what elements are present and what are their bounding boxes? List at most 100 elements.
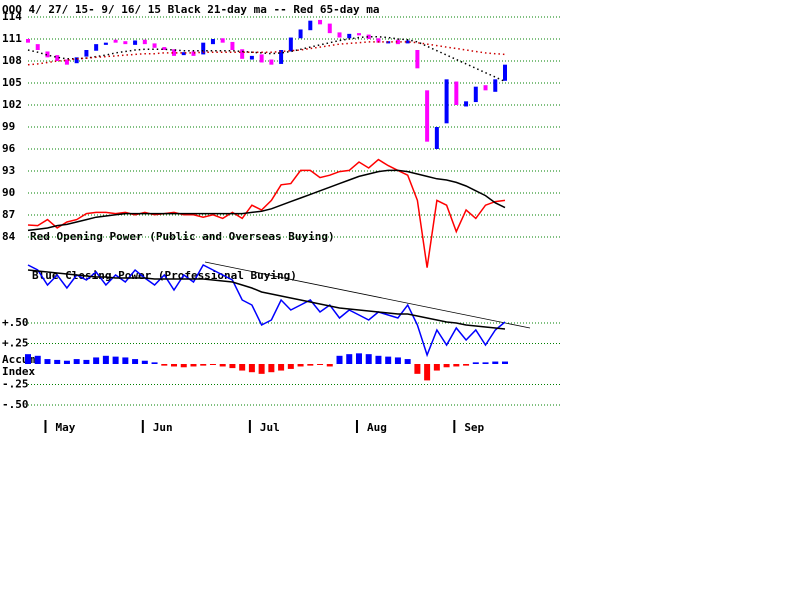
- x-tick-label: Aug: [367, 421, 387, 434]
- candle: [201, 42, 206, 55]
- candle: [347, 33, 352, 39]
- bar: [25, 354, 31, 364]
- candle: [45, 51, 50, 58]
- bar: [161, 364, 168, 366]
- candle: [142, 39, 147, 45]
- candle: [308, 20, 313, 31]
- candle: [172, 49, 177, 56]
- bar: [443, 364, 450, 368]
- x-tick-label: May: [55, 421, 75, 434]
- bar: [112, 356, 119, 364]
- candle: [493, 79, 498, 92]
- bar: [394, 357, 401, 364]
- candle: [483, 85, 488, 91]
- trend-line: [204, 261, 531, 329]
- bar: [463, 364, 470, 366]
- x-tick-label: Sep: [464, 421, 484, 434]
- candle: [415, 50, 420, 69]
- bar: [385, 356, 392, 364]
- bar: [151, 362, 158, 364]
- bar: [248, 364, 255, 373]
- bar: [63, 360, 70, 364]
- bar: [317, 364, 324, 365]
- candle: [288, 37, 293, 52]
- candle: [152, 43, 157, 48]
- candle: [123, 41, 128, 45]
- y-tick-label: 114: [2, 10, 22, 23]
- candle: [84, 50, 89, 57]
- x-tick-label: Jul: [260, 421, 280, 434]
- candle: [318, 19, 323, 25]
- candle: [259, 54, 264, 63]
- y-axis-label: Index: [2, 365, 35, 378]
- y-tick-label: -.25: [2, 378, 29, 391]
- y-tick-label: 102: [2, 98, 22, 111]
- bar: [200, 364, 207, 366]
- series-line: [27, 264, 506, 358]
- bar: [287, 364, 294, 369]
- candle: [356, 33, 361, 36]
- candle: [94, 44, 99, 51]
- bar: [83, 359, 90, 364]
- candle: [473, 86, 478, 103]
- bar: [326, 364, 333, 367]
- bar: [180, 364, 187, 368]
- candle: [240, 49, 245, 59]
- candle: [454, 81, 459, 105]
- candle: [337, 32, 342, 38]
- series-line: [27, 169, 506, 232]
- candle: [269, 59, 274, 65]
- candle: [35, 44, 40, 50]
- series-line: [27, 269, 506, 330]
- bar: [492, 361, 499, 364]
- candle: [191, 51, 196, 56]
- bar: [34, 355, 41, 364]
- bar: [472, 362, 479, 364]
- bar: [433, 364, 440, 371]
- y-tick-label: 84: [2, 230, 16, 243]
- candle: [425, 90, 430, 142]
- series-line: [27, 41, 506, 66]
- bar: [307, 364, 314, 366]
- candle: [220, 38, 225, 43]
- bar: [297, 364, 304, 367]
- candle: [230, 41, 235, 50]
- bar: [453, 364, 460, 367]
- candle: [26, 39, 30, 43]
- bar: [73, 359, 80, 364]
- bar: [404, 359, 411, 364]
- candle: [162, 47, 167, 50]
- y-tick-label: +.50: [2, 316, 29, 329]
- bar: [102, 355, 109, 364]
- bar: [502, 361, 508, 364]
- candle: [133, 40, 138, 45]
- bar: [93, 357, 100, 364]
- y-tick-label: 99: [2, 120, 15, 133]
- bar: [424, 364, 431, 381]
- candle: [249, 55, 254, 60]
- candle: [55, 55, 60, 61]
- bar: [229, 364, 236, 369]
- candle: [405, 40, 410, 44]
- annotation: Red Opening Power (Public and Overseas B…: [30, 230, 335, 243]
- y-tick-label: 93: [2, 164, 15, 177]
- chart-title: QQQ 4/ 27/ 15- 9/ 16/ 15 Black 21-day ma…: [2, 3, 380, 16]
- bar: [54, 359, 61, 364]
- bar: [268, 364, 275, 373]
- candle: [434, 127, 439, 149]
- y-tick-label: 87: [2, 208, 15, 221]
- x-tick-label: Jun: [153, 421, 173, 434]
- candle: [74, 57, 79, 64]
- candle: [503, 64, 507, 81]
- candle: [376, 38, 381, 43]
- candle: [113, 39, 118, 43]
- y-tick-label: 108: [2, 54, 22, 67]
- bar: [141, 360, 148, 364]
- candle: [298, 29, 303, 39]
- bar: [190, 364, 197, 367]
- candle: [366, 34, 371, 39]
- bar: [414, 364, 421, 374]
- bar: [44, 359, 51, 364]
- y-tick-label: -.50: [2, 398, 29, 411]
